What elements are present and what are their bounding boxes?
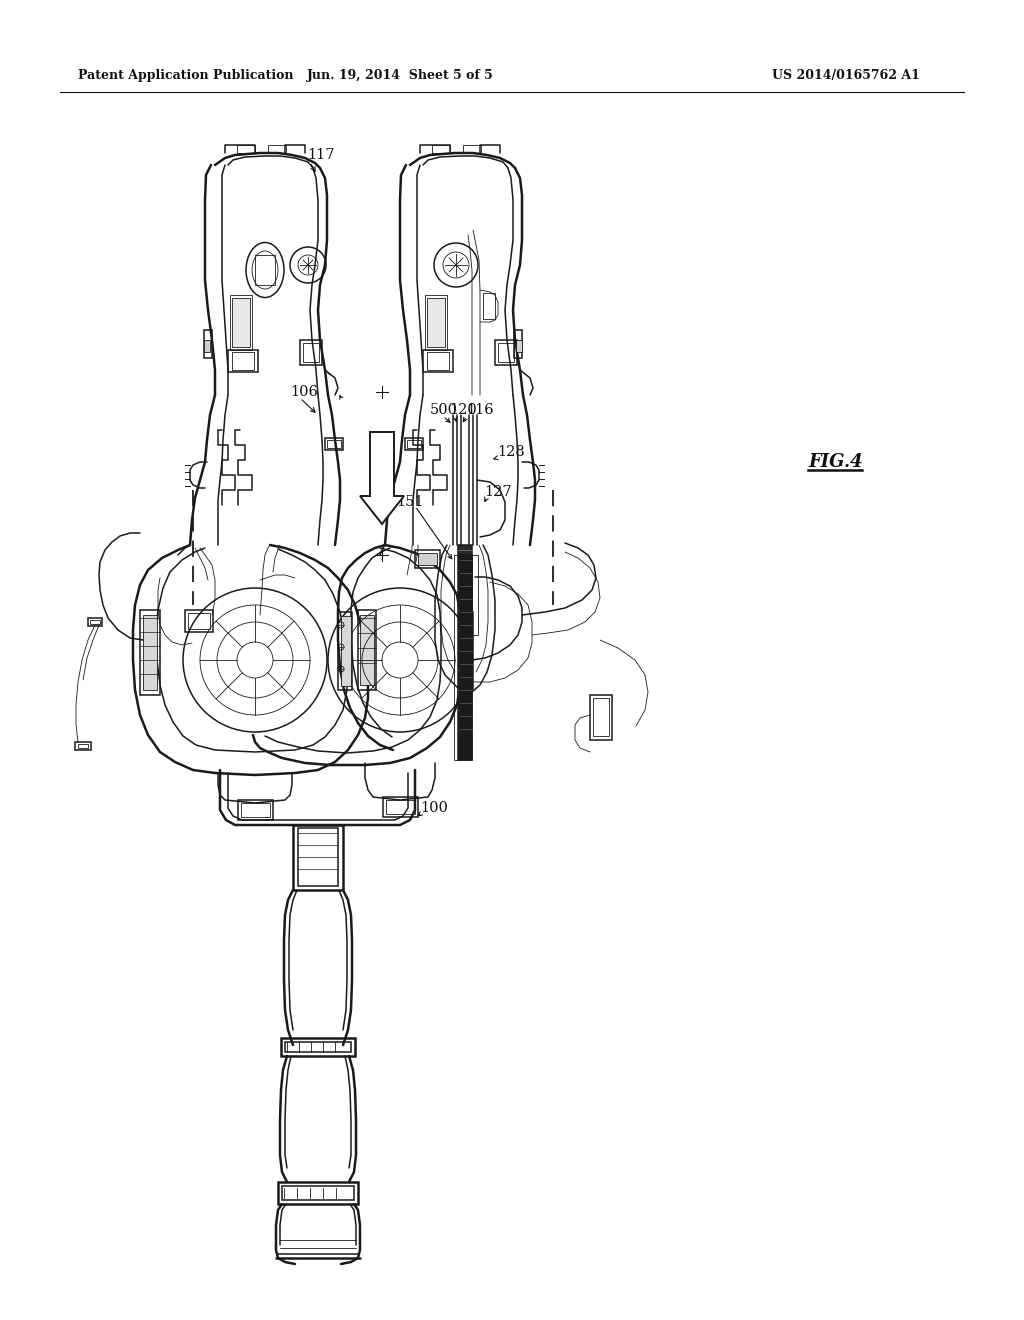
- Bar: [483, 293, 495, 319]
- Bar: [185, 610, 213, 632]
- Bar: [472, 554, 478, 635]
- Bar: [593, 698, 609, 737]
- Text: 127: 127: [484, 484, 512, 499]
- Text: US 2014/0165762 A1: US 2014/0165762 A1: [772, 70, 920, 82]
- Bar: [454, 554, 460, 760]
- Bar: [293, 825, 343, 890]
- Bar: [432, 145, 450, 153]
- Bar: [427, 352, 449, 370]
- Bar: [516, 341, 522, 352]
- Text: 116: 116: [466, 403, 494, 417]
- Bar: [383, 797, 418, 817]
- Bar: [241, 803, 270, 817]
- Bar: [341, 616, 351, 686]
- Bar: [268, 145, 286, 153]
- Text: 106: 106: [290, 385, 317, 399]
- Text: 151: 151: [396, 495, 424, 510]
- Bar: [407, 440, 421, 447]
- Bar: [281, 1038, 355, 1056]
- Bar: [425, 294, 447, 350]
- Bar: [358, 610, 376, 690]
- Bar: [360, 615, 374, 685]
- Bar: [386, 800, 415, 814]
- Bar: [514, 330, 522, 358]
- Bar: [495, 341, 517, 366]
- Bar: [463, 145, 481, 153]
- Bar: [327, 440, 341, 447]
- Bar: [143, 615, 157, 690]
- Text: 128: 128: [497, 445, 524, 459]
- Text: 500: 500: [430, 403, 458, 417]
- Bar: [298, 828, 338, 886]
- Bar: [423, 350, 453, 372]
- Text: 117: 117: [307, 148, 335, 162]
- Bar: [230, 294, 252, 350]
- Bar: [238, 800, 273, 820]
- Bar: [427, 298, 445, 347]
- Polygon shape: [360, 432, 404, 524]
- Bar: [204, 341, 210, 352]
- Bar: [303, 343, 319, 362]
- Bar: [462, 616, 472, 686]
- Bar: [415, 550, 440, 568]
- Bar: [78, 744, 88, 748]
- Text: FIG.4: FIG.4: [808, 453, 862, 471]
- Bar: [255, 255, 275, 285]
- Bar: [88, 618, 102, 626]
- Bar: [325, 438, 343, 450]
- Text: 120: 120: [449, 403, 477, 417]
- Bar: [285, 1041, 351, 1052]
- Bar: [590, 696, 612, 741]
- Bar: [140, 610, 160, 696]
- Bar: [300, 341, 322, 366]
- Bar: [458, 545, 472, 760]
- Bar: [75, 742, 91, 750]
- Bar: [459, 612, 473, 690]
- Text: Patent Application Publication: Patent Application Publication: [78, 70, 294, 82]
- Bar: [232, 352, 254, 370]
- Bar: [278, 1181, 358, 1204]
- Bar: [418, 553, 437, 565]
- Bar: [232, 298, 250, 347]
- Bar: [204, 330, 212, 358]
- Bar: [282, 1185, 354, 1200]
- Bar: [338, 612, 352, 690]
- Bar: [460, 554, 472, 760]
- Bar: [498, 343, 514, 362]
- Bar: [90, 620, 100, 624]
- Text: 100: 100: [420, 801, 447, 814]
- Bar: [188, 612, 210, 630]
- Bar: [228, 350, 258, 372]
- Bar: [237, 145, 255, 153]
- Bar: [406, 438, 423, 450]
- Text: Jun. 19, 2014  Sheet 5 of 5: Jun. 19, 2014 Sheet 5 of 5: [306, 70, 494, 82]
